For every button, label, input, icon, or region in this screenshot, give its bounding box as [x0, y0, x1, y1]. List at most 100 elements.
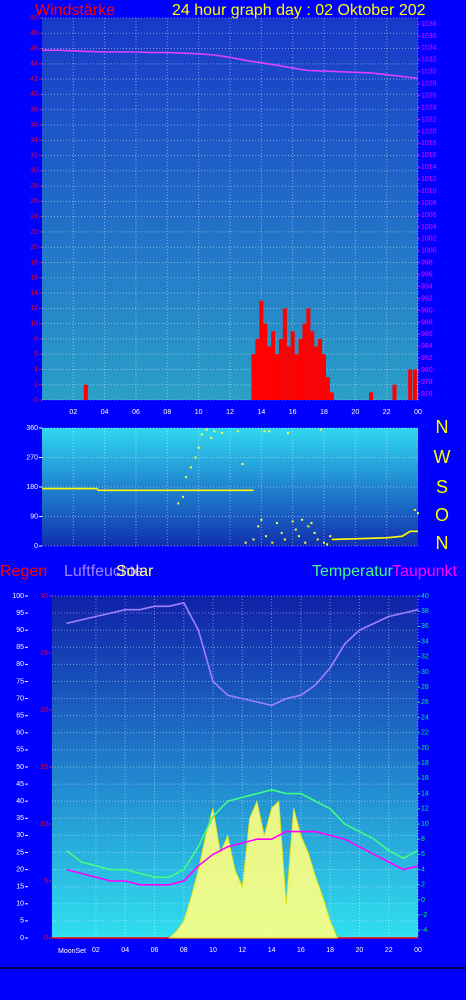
y-tick-label: 1008 [421, 200, 437, 207]
y-tick-label: 1030 [421, 69, 437, 76]
y-tick-label: 35 [16, 815, 24, 822]
point [283, 538, 286, 541]
y-tick-label: 0 [421, 897, 425, 904]
x-tick-label: 04 [101, 409, 109, 416]
point [294, 528, 297, 531]
bar [318, 338, 323, 400]
bar [329, 392, 334, 400]
y-tick-label: 20 [421, 745, 429, 752]
point [286, 431, 289, 434]
y-tick-label: 1000 [421, 248, 437, 255]
bar [314, 346, 319, 400]
x-tick-label: 14 [257, 409, 265, 416]
y-tick-label: 40 [30, 91, 38, 98]
y-tick-label: 990 [421, 307, 433, 314]
y-tick-label: 0 [34, 397, 38, 404]
point [329, 535, 332, 538]
bar [286, 346, 291, 400]
bar [392, 384, 397, 400]
y-tick-label: 85 [16, 644, 24, 651]
bar [322, 354, 326, 400]
y-tick-label: 32 [30, 152, 38, 159]
y-tick-label: 1016 [421, 152, 437, 159]
y-tick-label: 1028 [421, 81, 437, 88]
y-tick-label: 1024 [421, 104, 437, 111]
y-tick-label: 44 [30, 61, 38, 68]
x-tick-label: 22 [385, 947, 393, 954]
y-tick-label: 1018 [421, 140, 437, 147]
point [316, 538, 319, 541]
y-tick-label: 18 [421, 760, 429, 767]
y-tick-label: 25 [40, 650, 48, 657]
y-tick-label: 20 [30, 244, 38, 251]
point [236, 430, 239, 433]
y-tick-label: 10 [40, 821, 48, 828]
y-tick-label: 1034 [421, 45, 437, 52]
y-tick-label: 40 [16, 798, 24, 805]
x-tick-label: 20 [356, 947, 364, 954]
y-tick-label: 22 [421, 730, 429, 737]
y-tick-label: 978 [421, 379, 433, 386]
y-tick-label: 36 [30, 122, 38, 129]
x-tick-label: 06 [151, 947, 159, 954]
y-tick-label: 1022 [421, 116, 437, 123]
point [265, 535, 268, 538]
point [185, 476, 188, 479]
point [221, 431, 224, 434]
y-tick-label: 28 [30, 183, 38, 190]
legend-entry: Regen [0, 563, 47, 580]
point [301, 518, 304, 521]
y-tick-label: 1032 [421, 57, 437, 64]
y-tick-label: 46 [30, 45, 38, 52]
bar [275, 354, 279, 400]
y-tick-label: 0 [34, 543, 38, 550]
x-tick-label: 10 [209, 947, 217, 954]
bar [298, 338, 303, 400]
legend-entry: Temperatur [312, 563, 394, 580]
y-tick-label: 976 [421, 391, 433, 398]
point [297, 535, 300, 538]
x-tick-label: 04 [121, 947, 129, 954]
y-tick-label: 24 [421, 714, 429, 721]
point [280, 531, 283, 534]
x-tick-label: 12 [238, 947, 246, 954]
y-tick-label: 25 [16, 849, 24, 856]
y-tick-label: 1038 [421, 21, 437, 28]
y-tick-label: 6 [34, 351, 38, 358]
bar [294, 354, 299, 400]
y-tick-label: 26 [421, 699, 429, 706]
y-tick-label: 0 [44, 935, 48, 942]
point [276, 522, 278, 525]
point [263, 430, 266, 433]
y-tick-label: 38 [421, 608, 429, 615]
y-tick-label: 10 [16, 901, 24, 908]
point [200, 433, 203, 436]
y-tick-label: 1036 [421, 33, 437, 40]
area [168, 799, 339, 939]
bar [282, 308, 287, 400]
y-tick-label: 4 [421, 866, 425, 873]
y-tick-label: 6 [421, 851, 425, 858]
y-tick-label: 4 [34, 366, 38, 373]
y-tick-label: 16 [421, 775, 429, 782]
y-tick-label: 14 [30, 290, 38, 297]
y-tick-label: 55 [16, 747, 24, 754]
point [252, 538, 255, 541]
y-tick-label: 1010 [421, 188, 437, 195]
point [210, 436, 213, 439]
y-tick-label: 994 [421, 283, 433, 290]
legend-entry: Solar [116, 563, 154, 580]
point [417, 512, 419, 515]
y-tick-label: 15 [40, 764, 48, 771]
y-tick-label: 60 [16, 730, 24, 737]
y-tick-label: 180 [26, 484, 38, 491]
y-tick-label: 1020 [421, 128, 437, 135]
y-tick-label: 988 [421, 319, 433, 326]
bar [290, 331, 295, 400]
annotation: W [434, 447, 451, 467]
y-tick-label: 100 [12, 593, 24, 600]
point [319, 428, 322, 431]
y-tick-label: 0 [20, 935, 24, 942]
y-tick-label: 1006 [421, 212, 437, 219]
